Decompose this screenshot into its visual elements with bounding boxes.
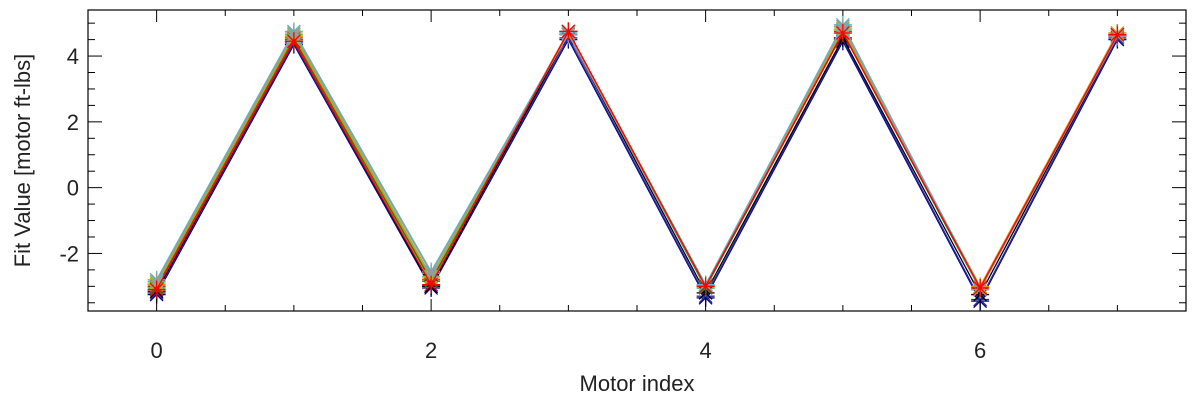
x-tick-label: 6: [974, 338, 986, 363]
ticks-layer: 0 2 4 6 -2 0 2 4: [59, 10, 1187, 363]
data-point-marker: [559, 22, 578, 41]
data-point-marker: [971, 278, 990, 297]
data-series: [147, 22, 1127, 299]
data-point-marker: [696, 277, 715, 296]
series-line: [156, 33, 1118, 296]
data-series: [147, 25, 1127, 304]
y-axis-label: Fit Value [motor ft-lbs]: [10, 54, 35, 268]
series-line: [156, 36, 1118, 301]
data-point-marker: [1108, 25, 1127, 44]
data-point-marker: [422, 275, 441, 294]
series-layer: [147, 15, 1127, 311]
series-line: [156, 23, 1118, 290]
x-tick-label: 4: [700, 338, 712, 363]
y-tick-label: 2: [67, 110, 79, 135]
x-tick-label: 0: [151, 338, 163, 363]
y-tick-label: 0: [67, 176, 79, 201]
data-point-marker: [284, 32, 303, 51]
data-series: [147, 15, 1127, 297]
data-point-marker: [833, 24, 852, 43]
data-point-marker: [147, 280, 166, 299]
series-line: [156, 30, 1118, 290]
x-axis-label: Motor index: [580, 371, 695, 396]
series-line: [156, 38, 1118, 303]
data-series: [147, 30, 1127, 311]
y-tick-label: -2: [59, 241, 79, 266]
x-tick-label: 2: [425, 338, 437, 363]
y-tick-label: 4: [67, 44, 79, 69]
